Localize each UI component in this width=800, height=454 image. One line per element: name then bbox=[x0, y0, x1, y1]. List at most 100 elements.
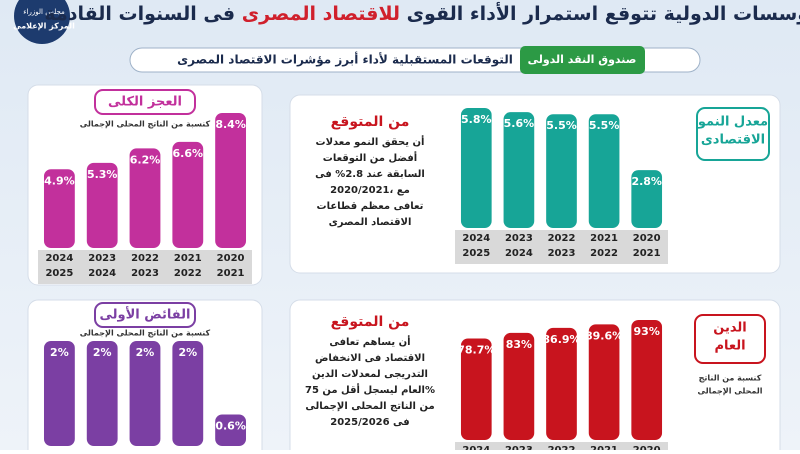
value-label: 2% bbox=[50, 346, 69, 359]
bar bbox=[631, 170, 663, 228]
note-line: من الناتج المحلى الإجمالى bbox=[305, 401, 434, 412]
value-label: 5.3% bbox=[87, 168, 118, 181]
note-line: الاقتصاد المصرى bbox=[329, 217, 412, 228]
value-label: 6.2% bbox=[130, 153, 161, 166]
chart-title-box bbox=[694, 314, 766, 364]
chart-title-box bbox=[94, 89, 196, 115]
value-label: 5.8% bbox=[461, 113, 492, 126]
bar bbox=[215, 414, 247, 446]
value-label: 89.6% bbox=[585, 329, 623, 342]
category-band bbox=[38, 250, 252, 284]
bar bbox=[172, 341, 204, 446]
bar bbox=[631, 320, 663, 440]
value-label: 6.6% bbox=[173, 147, 204, 160]
category-label: 2025 bbox=[45, 268, 73, 279]
category-label: 2025 bbox=[462, 248, 490, 259]
chart-subtitle: كنسبة من الناتج المحلى الإجمالى bbox=[80, 120, 211, 129]
category-label: 2021 bbox=[174, 253, 202, 264]
category-label: 2023 bbox=[548, 248, 576, 259]
category-label: 2024 bbox=[45, 253, 73, 264]
value-label: 2.8% bbox=[631, 175, 662, 188]
bar bbox=[460, 108, 492, 228]
value-label: 2% bbox=[136, 346, 155, 359]
bar bbox=[546, 327, 577, 440]
bar bbox=[129, 341, 161, 446]
source: صندوق النقد الدولى bbox=[528, 53, 637, 66]
chart-title: العجز الكلى bbox=[108, 95, 182, 110]
note-line: فى 2025/2026 bbox=[330, 417, 409, 428]
category-label: 2021 bbox=[590, 445, 618, 450]
note-line: 2020/2021، مع bbox=[330, 185, 410, 196]
category-label: 2024 bbox=[462, 233, 490, 244]
bar bbox=[546, 114, 577, 228]
note-heading: من المتوقع bbox=[331, 314, 410, 330]
bar bbox=[43, 169, 75, 248]
note-heading: من المتوقع bbox=[331, 114, 410, 130]
value-label: 5.5% bbox=[546, 119, 577, 132]
title-part: للاقتصاد المصرى bbox=[242, 3, 400, 25]
title-part: المؤسسات الدولية تتوقع استمرار الأداء ال… bbox=[407, 2, 800, 25]
note-line: أن يحقق النمو معدلات bbox=[316, 135, 425, 148]
category-label: 2022 bbox=[548, 233, 576, 244]
category-label: 2020 bbox=[633, 233, 661, 244]
note-line: الاقتصاد فى الانخفاض bbox=[315, 353, 425, 364]
category-label: 2024 bbox=[462, 445, 490, 450]
category-label: 2024 bbox=[505, 248, 533, 259]
bar bbox=[503, 332, 535, 440]
value-label: 0.6% bbox=[215, 420, 246, 433]
chart-subtitle: كنسبة من الناتج bbox=[699, 374, 762, 383]
category-band bbox=[455, 230, 668, 264]
panel bbox=[289, 94, 781, 274]
title: المؤسسات الدولية تتوقع استمرار الأداء ال… bbox=[44, 2, 800, 25]
category-label: 2020 bbox=[217, 253, 245, 264]
value-label: 5.6% bbox=[504, 117, 535, 130]
value-label: 2% bbox=[93, 346, 112, 359]
category-label: 2023 bbox=[505, 445, 533, 450]
value-label: 93% bbox=[634, 325, 660, 338]
title-part: فى السنوات القادمة bbox=[44, 3, 235, 25]
category-label: 2022 bbox=[590, 248, 618, 259]
bar bbox=[588, 114, 620, 228]
category-label: 2023 bbox=[505, 233, 533, 244]
logo-text: مجلس الوزراء bbox=[23, 8, 65, 16]
value-label: 83% bbox=[506, 338, 532, 351]
category-label: 2022 bbox=[131, 253, 159, 264]
category-label: 2022 bbox=[548, 445, 576, 450]
value-label: 78.7% bbox=[457, 343, 495, 356]
bar bbox=[86, 341, 118, 446]
subtitle: التوقعات المستقبلية لأداء أبرز مؤشرات ال… bbox=[177, 52, 513, 68]
note-line: تعافى معظم قطاعات bbox=[317, 201, 424, 212]
chart-title: معدل النمو bbox=[697, 115, 768, 130]
note-line: السابقة عند 2.8% فى bbox=[315, 169, 425, 180]
chart-title: الدين bbox=[713, 321, 746, 336]
bar bbox=[172, 141, 204, 248]
value-label: 2% bbox=[178, 346, 197, 359]
category-label: 2021 bbox=[590, 233, 618, 244]
chart-title: الاقتصادى bbox=[701, 133, 765, 148]
chart-subtitle: كنسبة من الناتج المحلى الإجمالى bbox=[80, 329, 211, 338]
chart-subtitle: المحلى الإجمالى bbox=[698, 387, 763, 396]
logo bbox=[14, 0, 70, 44]
note-line: التدريجى لمعدلات الدين bbox=[312, 369, 428, 380]
bar bbox=[43, 341, 75, 446]
chart-title-box bbox=[94, 302, 196, 328]
note-line: أفضل من التوقعات bbox=[323, 151, 417, 164]
category-label: 2023 bbox=[131, 268, 159, 279]
category-label: 2020 bbox=[633, 445, 661, 450]
bar bbox=[129, 148, 161, 248]
value-label: 5.5% bbox=[589, 119, 620, 132]
value-label: 86.9% bbox=[542, 333, 580, 346]
value-label: 4.9% bbox=[44, 174, 75, 187]
logo-text: المركز الإعلامى bbox=[13, 22, 75, 31]
source-tag bbox=[520, 46, 645, 74]
chart-title: الفائض الأولى bbox=[100, 306, 191, 323]
bar bbox=[460, 338, 492, 440]
category-label: 2021 bbox=[633, 248, 661, 259]
value-label: 8.4% bbox=[215, 118, 246, 131]
bar bbox=[503, 112, 535, 228]
note-line: العام ليسجل أقل من 75% bbox=[305, 383, 435, 396]
category-label: 2024 bbox=[88, 268, 116, 279]
chart-title: العام bbox=[714, 339, 745, 354]
bar bbox=[215, 113, 247, 248]
